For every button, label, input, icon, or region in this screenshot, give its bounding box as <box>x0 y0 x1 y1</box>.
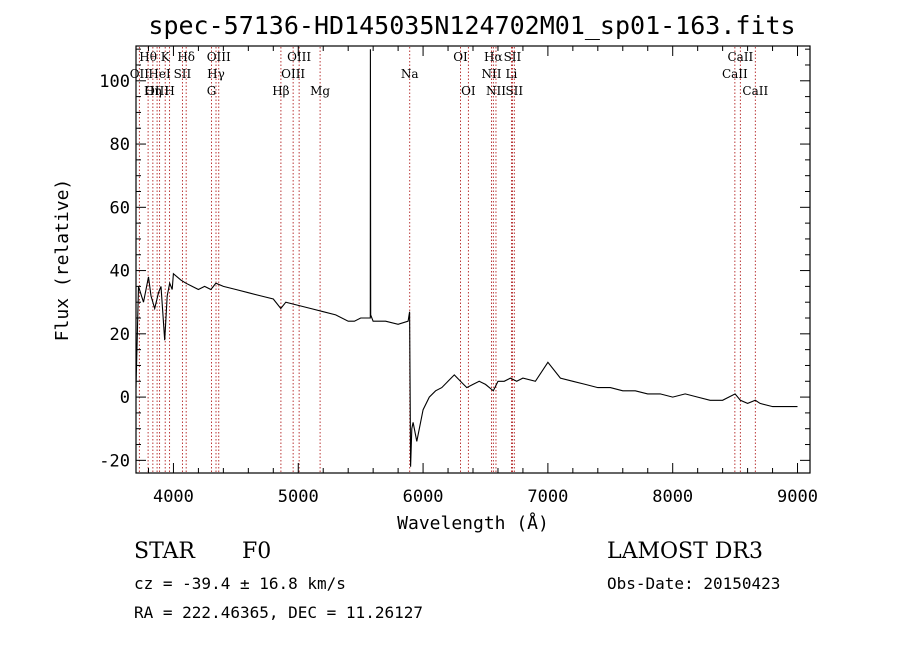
line-label: Hα <box>484 50 503 64</box>
y-axis: -20 0 20 40 60 80 100 <box>99 48 810 471</box>
y-tick-label: -20 <box>99 451 130 471</box>
line-label: OIII <box>207 50 231 64</box>
line-label: K <box>161 50 171 64</box>
object-class: STAR <box>134 539 195 564</box>
x-axis-label: Wavelength (Å) <box>397 512 549 534</box>
line-label: OII <box>130 67 150 81</box>
line-label: NII <box>481 67 501 81</box>
y-tick-label: 60 <box>110 198 130 218</box>
line-label: CaII <box>727 50 753 64</box>
line-label: OI <box>461 84 476 98</box>
x-tick-label: 5000 <box>278 487 319 507</box>
y-tick-label: 0 <box>120 388 130 408</box>
spectrum-series-line <box>135 49 798 467</box>
line-label: OIII <box>281 67 305 81</box>
y-tick-label: 100 <box>99 72 130 92</box>
line-label: Mg <box>310 84 330 98</box>
line-label: CaII <box>722 67 748 81</box>
line-label: SII <box>174 67 192 81</box>
survey-label: LAMOST DR3 <box>607 539 763 564</box>
line-label: NII <box>486 84 506 98</box>
line-label: HeI <box>148 67 171 81</box>
x-tick-label: 8000 <box>652 487 693 507</box>
chart-title: spec-57136-HD145035N124702M01_sp01-163.f… <box>148 11 795 40</box>
line-label: OIII <box>287 50 311 64</box>
line-label: SII <box>505 84 523 98</box>
object-subclass: F0 <box>242 539 272 564</box>
y-axis-label: Flux (relative) <box>52 179 73 342</box>
line-label: Hθ <box>139 50 157 64</box>
y-tick-label: 40 <box>110 262 130 282</box>
line-label: Li <box>506 67 518 81</box>
x-tick-label: 6000 <box>403 487 444 507</box>
line-label: Hη <box>144 84 162 98</box>
line-label: Na <box>401 67 419 81</box>
line-label: OI <box>453 50 468 64</box>
line-label: G <box>207 84 217 98</box>
line-markers <box>138 47 756 472</box>
plot-frame <box>135 45 811 474</box>
line-label: Hβ <box>272 84 289 98</box>
line-label: H <box>164 84 174 98</box>
line-label: CaII <box>742 84 768 98</box>
line-label: Hδ <box>177 50 195 64</box>
x-tick-label: 9000 <box>777 487 818 507</box>
y-tick-label: 20 <box>110 325 130 345</box>
coordinates-readout: RA = 222.46365, DEC = 11.26127 <box>134 603 423 622</box>
line-label: OIII <box>145 84 169 98</box>
observation-date: Obs-Date: 20150423 <box>607 574 781 593</box>
x-tick-label: 4000 <box>153 487 194 507</box>
y-tick-label: 80 <box>110 135 130 155</box>
redshift-readout: cz = -39.4 ± 16.8 km/s <box>134 574 346 593</box>
line-label: Hγ <box>207 67 225 81</box>
line-label: SII <box>504 50 522 64</box>
x-axis: 4000 5000 6000 7000 8000 9000 <box>147 46 818 507</box>
x-tick-label: 7000 <box>527 487 568 507</box>
